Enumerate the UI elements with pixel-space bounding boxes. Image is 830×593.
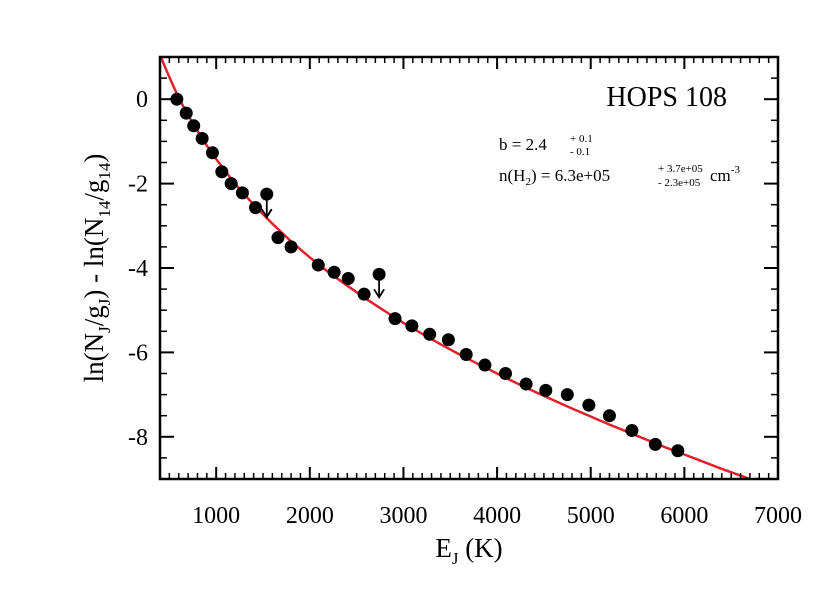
data-point <box>423 327 437 341</box>
data-point <box>311 258 325 272</box>
data-point <box>671 444 685 458</box>
upper-limit-marker <box>372 267 386 300</box>
data-point <box>499 367 513 380</box>
data-point <box>459 348 473 362</box>
y-tick-label: 0 <box>136 87 148 113</box>
y-tick-label: -8 <box>128 425 148 451</box>
density-parameter: n(H2) = 6.3e+05 + 3.7e+05 - 2.3e+05 cm-3 <box>499 163 740 189</box>
data-point <box>170 92 184 106</box>
upper-limit-arrow-head <box>260 208 273 219</box>
upper-limit-marker <box>260 187 274 219</box>
x-tick-labels: 1000 2000 3000 4000 5000 6000 7000 <box>192 503 802 529</box>
data-point <box>582 398 596 412</box>
data-point <box>519 377 533 391</box>
data-point <box>271 231 285 245</box>
data-points-layer <box>170 92 685 458</box>
data-point <box>602 409 616 423</box>
data-point <box>478 358 492 372</box>
data-point <box>224 177 238 191</box>
y-tick-label: -4 <box>128 256 148 282</box>
svg-text:cm-3: cm-3 <box>710 164 740 185</box>
data-point <box>648 437 662 451</box>
y-tick-labels: 0 -2 -4 -6 -8 <box>128 87 148 451</box>
svg-text:- 2.3e+05: - 2.3e+05 <box>658 177 701 189</box>
data-point <box>195 131 209 145</box>
data-point <box>235 186 249 200</box>
data-point <box>625 423 639 437</box>
data-point <box>539 383 553 397</box>
data-point <box>341 272 355 286</box>
x-tick-label: 5000 <box>567 503 615 529</box>
data-point <box>205 146 219 160</box>
plot-frame <box>158 55 780 481</box>
svg-text:n(H2) = 6.3e+05: n(H2) = 6.3e+05 <box>499 166 610 188</box>
b-parameter: b = 2.4 + 0.1 - 0.1 <box>499 133 593 158</box>
data-point <box>327 265 341 279</box>
x-tick-label: 1000 <box>192 503 240 529</box>
data-point <box>441 333 455 347</box>
data-point <box>560 388 574 402</box>
data-point <box>179 106 193 120</box>
data-point <box>249 201 263 215</box>
y-tick-label: -2 <box>128 172 148 198</box>
data-point <box>215 165 229 179</box>
fit-curve-layer <box>160 57 751 479</box>
data-point <box>388 312 402 326</box>
svg-text:+ 0.1: + 0.1 <box>570 133 593 145</box>
fit-curve <box>160 57 751 479</box>
data-point <box>405 319 419 333</box>
data-point <box>187 119 201 133</box>
data-point <box>284 240 298 254</box>
upper-limit-layer <box>260 187 386 300</box>
x-tick-label: 4000 <box>473 503 521 529</box>
upper-limit-arrow-head <box>373 288 385 300</box>
x-tick-label: 3000 <box>379 503 427 529</box>
data-point <box>357 287 371 301</box>
ticks-layer <box>160 57 778 479</box>
x-tick-label: 2000 <box>286 503 334 529</box>
y-tick-label: -6 <box>128 340 148 366</box>
svg-text:- 0.1: - 0.1 <box>570 146 590 158</box>
x-tick-label: 7000 <box>754 503 802 529</box>
svg-text:b = 2.4: b = 2.4 <box>499 135 547 154</box>
object-name: HOPS 108 <box>606 82 727 113</box>
x-tick-label: 6000 <box>660 503 708 529</box>
x-axis-title: EJ (K) <box>435 533 502 568</box>
y-axis-title: ln(NJ/gJ) - ln(N14/g14) <box>79 154 114 383</box>
svg-text:+ 3.7e+05: + 3.7e+05 <box>658 163 703 175</box>
